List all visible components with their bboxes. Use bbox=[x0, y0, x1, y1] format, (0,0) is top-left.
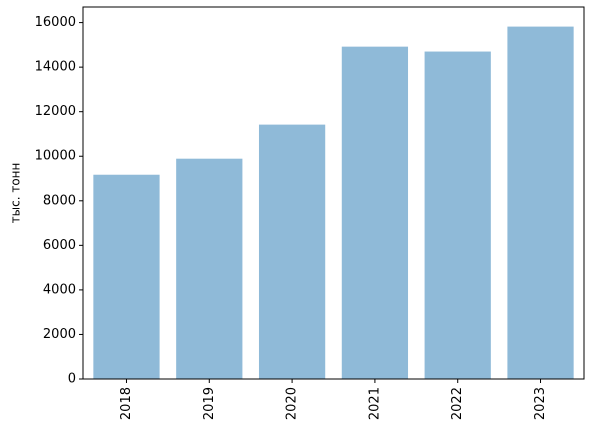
y-tick-label: 4000 bbox=[43, 282, 76, 297]
y-tick-label: 8000 bbox=[43, 193, 76, 208]
bar bbox=[341, 46, 409, 379]
y-tick-label: 2000 bbox=[43, 327, 76, 342]
y-tick-label: 0 bbox=[68, 372, 76, 387]
y-axis-label: тыс. тонн bbox=[9, 163, 23, 224]
bar bbox=[258, 124, 326, 379]
x-tick-label: 2019 bbox=[202, 387, 217, 420]
y-tick-label: 14000 bbox=[35, 60, 76, 75]
x-tick-label: 2020 bbox=[285, 387, 300, 420]
y-tick-label: 16000 bbox=[35, 15, 76, 30]
x-tick-label: 2022 bbox=[450, 387, 465, 420]
x-tick-label: 2023 bbox=[533, 387, 548, 420]
bar bbox=[176, 158, 243, 379]
y-tick-label: 12000 bbox=[35, 104, 76, 119]
x-tick-label: 2021 bbox=[367, 387, 382, 420]
plot-frame bbox=[82, 6, 585, 380]
bar bbox=[424, 51, 491, 379]
bar bbox=[93, 174, 160, 379]
y-tick-label: 6000 bbox=[43, 238, 76, 253]
y-tick-label: 10000 bbox=[35, 149, 76, 164]
x-tick-label: 2018 bbox=[119, 387, 134, 420]
bar bbox=[507, 26, 574, 380]
